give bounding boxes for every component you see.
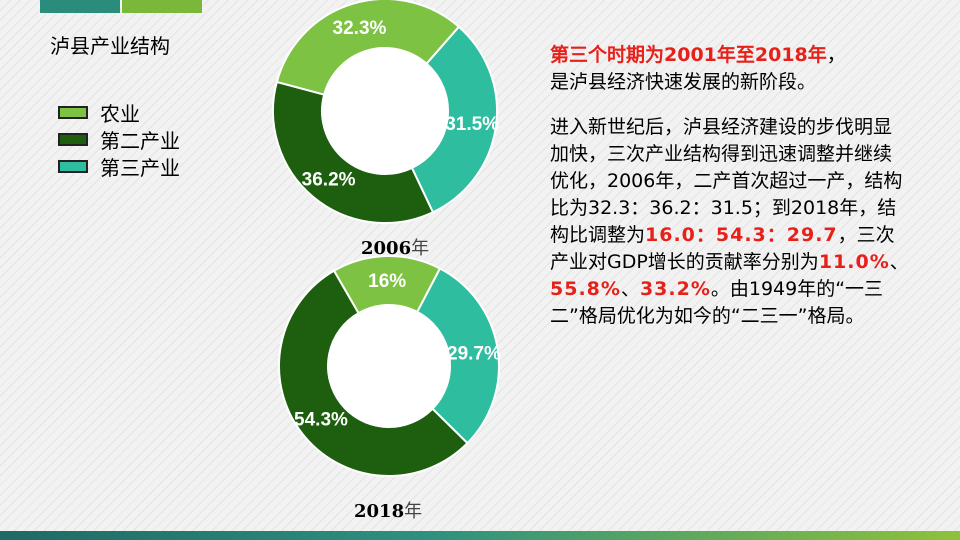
year-label-2018: 2018年 bbox=[354, 501, 423, 522]
legend-swatch bbox=[58, 106, 88, 119]
donut-label-2018-2: 29.7% bbox=[447, 344, 501, 365]
headline: 第三个时期为2001年至2018年， 是泸县经济快速发展的新阶段。 bbox=[550, 44, 846, 93]
legend-item-agriculture: 农业 bbox=[58, 99, 180, 126]
legend-label: 农业 bbox=[100, 102, 140, 126]
top-accent-bar-green bbox=[122, 0, 202, 13]
donut-label-2006-0: 32.3% bbox=[333, 18, 387, 39]
donut-label-2018-1: 54.3% bbox=[294, 410, 348, 431]
legend-label: 第二产业 bbox=[100, 129, 180, 153]
description-panel: 第三个时期为2001年至2018年， 是泸县经济快速发展的新阶段。 进入新世纪后，… bbox=[550, 42, 910, 330]
donut-chart-2006: 32.3% 31.5% 36.2% bbox=[272, 0, 499, 224]
year-label-2006: 2006年 bbox=[361, 238, 430, 259]
donut-label-2006-2: 31.5% bbox=[445, 114, 499, 135]
bottom-accent-bar bbox=[0, 531, 960, 540]
top-accent-bar-teal bbox=[40, 0, 120, 13]
chart-title: 泸县产业结构 bbox=[50, 34, 170, 58]
legend-swatch bbox=[58, 160, 88, 173]
legend-swatch bbox=[58, 133, 88, 146]
donut-label-2006-1: 36.2% bbox=[302, 170, 356, 191]
body-paragraph: 进入新世纪后，泸县经济建设的步伐明显加快，三次产业结构得到迅速调整并继续优化，2… bbox=[550, 116, 909, 327]
donut-chart-2018: 16% 29.7% 54.3% bbox=[278, 255, 501, 477]
donut-hole-2006 bbox=[322, 48, 448, 174]
legend-item-secondary: 第二产业 bbox=[58, 126, 180, 153]
legend-item-tertiary: 第三产业 bbox=[58, 153, 180, 180]
legend-label: 第三产业 bbox=[100, 156, 180, 180]
donut-label-2018-0: 16% bbox=[368, 271, 406, 292]
donut-hole-2018 bbox=[328, 305, 450, 427]
legend: 农业 第二产业 第三产业 bbox=[58, 99, 180, 180]
